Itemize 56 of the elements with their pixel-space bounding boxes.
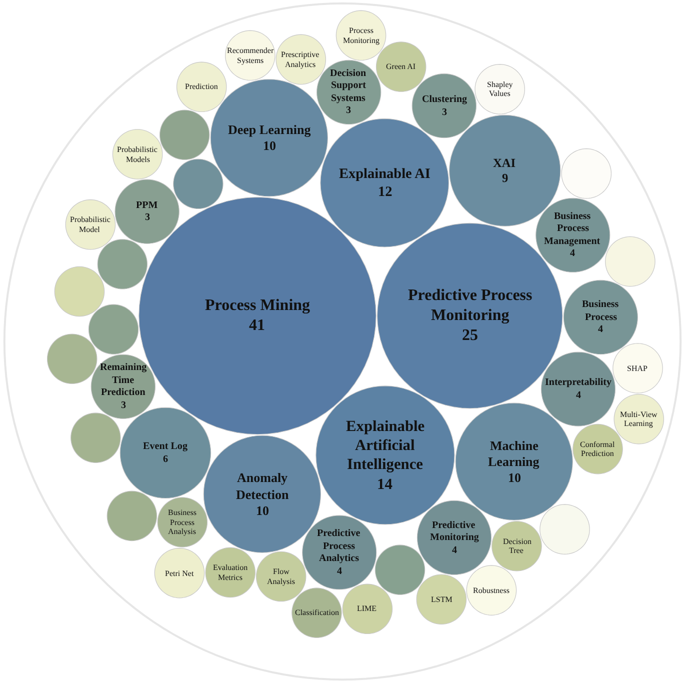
category-label: Predictive Process Monitoring [408,287,532,324]
category-label: Explainable AI [339,166,431,182]
data-label: 4 [598,324,603,335]
category-label: Prescriptive Analytics [281,50,320,69]
category-label: Prediction [185,82,218,91]
category-label: Decision Support Systems [330,68,367,104]
category-label: Clustering [422,94,467,105]
data-label: 4 [337,566,342,577]
category-label: Remaining Time Prediction [100,362,147,398]
data-label: 4 [570,248,575,259]
category-label: Recommender Systems [227,46,274,65]
category-label: Robustness [473,586,510,595]
category-label: Evaluation Metrics [213,563,248,582]
data-label: 9 [502,171,508,185]
category-label: Probabilistic Models [117,145,158,164]
category-label: Decision Tree [503,537,532,555]
category-label: Business Process Management [544,211,601,247]
category-label: Shapley Values [487,80,513,98]
data-label: 4 [452,545,457,556]
category-label: Green AI [386,62,416,71]
data-label: 3 [121,400,126,411]
category-label: Interpretability [545,377,612,388]
category-label: Process Monitoring [343,26,380,45]
category-label: Petri Net [165,569,194,578]
data-label: 3 [346,105,351,116]
data-label: 12 [378,184,392,200]
category-label: Predictive Process Analytics [317,528,361,564]
category-label: LIME [357,604,377,613]
category-label: Multi-View Learning [620,410,658,428]
category-label: Business Process [582,299,619,323]
category-label: Business Process Analysis [168,508,196,536]
data-label: 3 [442,107,447,118]
category-label: Flow Analysis [267,567,295,586]
data-label: 10 [508,470,521,485]
data-label: 10 [263,138,276,153]
data-label: 10 [256,503,269,518]
data-label: 25 [462,327,478,344]
category-label: Probabilistic Model [70,215,111,234]
category-label: Machine Learning [488,438,540,469]
data-label: 41 [249,317,265,334]
category-label: LSTM [431,595,452,604]
data-label: 6 [163,454,168,465]
category-label: PPM [136,200,158,211]
category-label: Classification [295,608,339,617]
category-label: SHAP [627,364,648,373]
category-label: Conformal Prediction [580,440,616,458]
category-label: Deep Learning [228,122,312,137]
category-label: Event Log [143,441,188,452]
category-label: Anomaly Detection [236,470,290,502]
category-label: Predictive Monitoring [430,520,479,543]
data-label: 4 [576,390,581,401]
data-label: 3 [145,212,150,223]
data-label: 14 [377,476,393,493]
category-label: Explainable Artificial Intelligence [346,418,425,473]
category-label: XAI [493,156,516,170]
category-label: Process Mining [205,297,310,314]
